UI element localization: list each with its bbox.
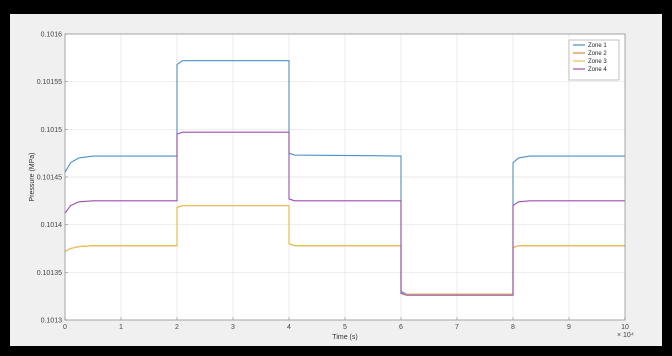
- figure-window: 0 1 2 3 4 5 6 7 8 9 10 0.1013 0.10135 0.1014 0.10145 0…: [10, 14, 662, 346]
- y-tick-label: 0.1015: [41, 127, 63, 134]
- x-tick-label: 3: [231, 324, 235, 331]
- y-tick-label: 0.1013: [41, 318, 63, 325]
- x-axis-label: Time (s): [332, 334, 357, 341]
- x-tick-label: 4: [287, 324, 291, 331]
- x-tick-label: 2: [175, 324, 179, 331]
- x-tick-label: 6: [399, 324, 403, 331]
- legend-entry: Zone 3: [588, 59, 607, 65]
- legend: Zone 1 Zone 2 Zone 3 Zone 4: [568, 39, 620, 81]
- y-tick-label: 0.1016: [41, 32, 63, 39]
- x-tick-label: 9: [567, 324, 571, 331]
- series-line-zone-3: [64, 205, 625, 295]
- x-tick-label: 7: [455, 324, 459, 331]
- y-axis-label: Pressure (MPa): [29, 152, 36, 201]
- y-tick-label: 0.10135: [37, 270, 62, 277]
- y-tick-label: 0.1014: [41, 222, 63, 229]
- series-lines: [64, 60, 625, 296]
- pressure-line-chart: 0 1 2 3 4 5 6 7 8 9 10 0.10130.101350.10140.101450…: [29, 32, 634, 342]
- legend-entry: Zone 4: [588, 67, 607, 73]
- y-tick-label: 0.10145: [37, 175, 62, 182]
- x-tick-label: 5: [343, 324, 347, 331]
- x-tick-label: 0: [63, 324, 67, 331]
- x-axis-ticks: 0 1 2 3 4 5 6 7 8 9 10: [63, 317, 629, 331]
- series-line-zone-4: [64, 131, 625, 296]
- x-tick-label: 8: [511, 324, 515, 331]
- x-tick-label: 1: [119, 324, 123, 331]
- y-axis-ticks: 0.1013 0.10135 0.1014 0.10145 0.1015 0.10155 0…: [37, 32, 68, 325]
- series-line-zone-1: [64, 60, 625, 295]
- legend-entry: Zone 1: [588, 43, 607, 49]
- x-tick-label: 10: [621, 324, 629, 331]
- x-axis-exponent: × 10⁴: [617, 332, 634, 339]
- legend-box: [568, 39, 620, 81]
- y-tick-label: 0.10155: [37, 79, 62, 86]
- legend-entry: Zone 2: [588, 51, 607, 57]
